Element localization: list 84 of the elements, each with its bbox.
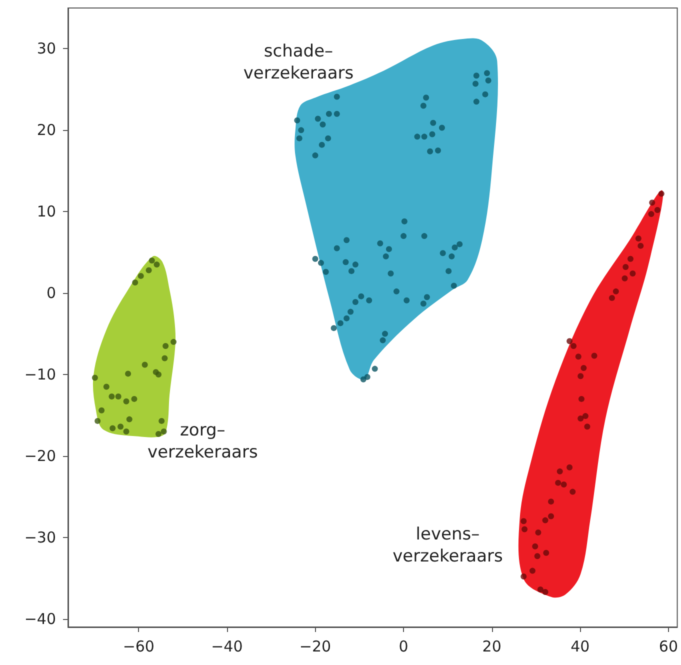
series-label: schade– verzekeraars bbox=[243, 42, 354, 84]
point bbox=[622, 264, 629, 270]
x-tick-label: −60 bbox=[122, 638, 154, 656]
point bbox=[532, 543, 538, 550]
point bbox=[118, 424, 124, 430]
point bbox=[555, 480, 562, 486]
point bbox=[566, 464, 573, 470]
point bbox=[570, 343, 577, 350]
y-tick-label: −20 bbox=[24, 446, 56, 465]
point bbox=[591, 352, 598, 359]
point bbox=[556, 468, 563, 474]
point bbox=[627, 256, 634, 262]
point bbox=[580, 365, 587, 371]
x-tick-label: −20 bbox=[299, 638, 332, 656]
point bbox=[575, 354, 582, 360]
point bbox=[658, 190, 664, 197]
point bbox=[548, 498, 554, 505]
point bbox=[154, 262, 160, 268]
point bbox=[132, 279, 138, 286]
point bbox=[648, 211, 654, 218]
point bbox=[578, 373, 584, 380]
point bbox=[578, 396, 584, 402]
point bbox=[543, 550, 550, 556]
point bbox=[108, 394, 115, 400]
point bbox=[584, 424, 590, 430]
point bbox=[638, 242, 644, 249]
point bbox=[125, 370, 132, 377]
point bbox=[156, 372, 162, 378]
point bbox=[148, 257, 155, 264]
point bbox=[123, 398, 130, 404]
point bbox=[156, 430, 162, 437]
point bbox=[582, 413, 588, 420]
point bbox=[142, 362, 148, 368]
point bbox=[103, 384, 110, 390]
point bbox=[548, 513, 554, 520]
x-tick-label: 20 bbox=[482, 638, 502, 656]
point bbox=[630, 270, 636, 277]
point bbox=[98, 407, 105, 414]
point bbox=[522, 526, 528, 532]
point bbox=[158, 418, 165, 424]
x-tick-label: 0 bbox=[398, 638, 408, 656]
point bbox=[146, 267, 152, 274]
point bbox=[520, 518, 527, 524]
y-tick-label: 10 bbox=[36, 202, 56, 221]
point bbox=[110, 425, 116, 432]
point bbox=[534, 553, 540, 560]
y-tick-label: −30 bbox=[24, 528, 56, 546]
y-tick-label: 30 bbox=[36, 40, 56, 58]
point bbox=[612, 288, 619, 294]
x-tick-label: 40 bbox=[570, 638, 590, 656]
point bbox=[608, 294, 615, 301]
point bbox=[160, 428, 167, 435]
point bbox=[138, 272, 144, 279]
y-tick-label: −40 bbox=[24, 610, 56, 628]
series-label: levens– verzekeraars bbox=[392, 524, 503, 567]
point bbox=[126, 416, 132, 422]
point bbox=[537, 586, 544, 593]
point bbox=[92, 374, 98, 381]
y-tick-label: −10 bbox=[24, 366, 56, 384]
point bbox=[170, 338, 177, 345]
point bbox=[635, 235, 642, 242]
point bbox=[115, 394, 122, 400]
point bbox=[654, 206, 660, 213]
point bbox=[123, 428, 130, 435]
y-tick-label: 20 bbox=[36, 121, 56, 140]
point bbox=[162, 355, 168, 362]
point bbox=[566, 338, 573, 344]
point bbox=[570, 488, 576, 495]
point bbox=[535, 530, 542, 536]
point bbox=[542, 517, 548, 524]
y-tick-label: 0 bbox=[46, 284, 56, 302]
series-label: zorg– verzekeraars bbox=[148, 420, 258, 462]
point bbox=[542, 588, 548, 595]
point bbox=[529, 568, 536, 574]
point bbox=[162, 343, 169, 350]
point bbox=[131, 396, 138, 402]
x-tick-label: −40 bbox=[211, 638, 243, 656]
point bbox=[622, 275, 628, 282]
point bbox=[649, 200, 656, 206]
point bbox=[578, 415, 584, 422]
point bbox=[520, 574, 527, 580]
x-tick-label: 60 bbox=[658, 638, 678, 656]
point bbox=[94, 418, 101, 424]
point bbox=[560, 481, 567, 488]
